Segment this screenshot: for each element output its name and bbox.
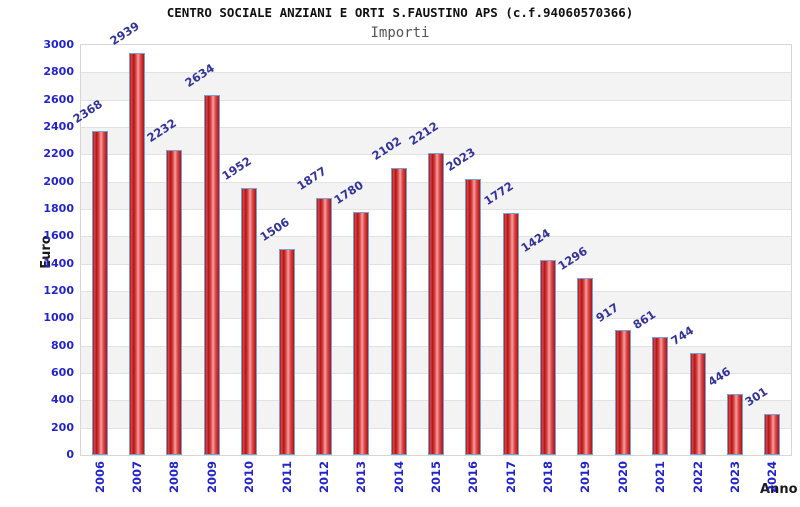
x-tick-label: 2010 <box>242 461 257 494</box>
bar-2007 <box>129 53 146 455</box>
grid-line <box>81 127 791 128</box>
bar-2011 <box>278 249 295 455</box>
x-tick-label: 2021 <box>653 461 668 494</box>
x-tick-label: 2007 <box>130 461 145 494</box>
bar-2017 <box>502 212 519 455</box>
y-tick-label: 2600 <box>43 92 74 106</box>
bar-2018 <box>540 260 557 455</box>
x-tick-label: 2017 <box>503 461 518 494</box>
y-tick-label: 1000 <box>43 311 74 325</box>
x-tick-label: 2018 <box>541 461 556 494</box>
bar-2009 <box>203 95 220 455</box>
chart-subtitle: Importi <box>370 25 430 41</box>
x-tick-label: 2020 <box>615 461 630 494</box>
x-tick-label: 2015 <box>429 461 443 494</box>
grid-line <box>81 72 791 74</box>
y-tick-label: 2400 <box>43 120 74 133</box>
y-tick-label: 2800 <box>43 65 74 79</box>
y-tick-label: 1400 <box>43 256 74 270</box>
bar-2015 <box>428 152 444 455</box>
grid-band <box>81 127 791 155</box>
x-tick-label: 2023 <box>727 461 742 494</box>
grid-band <box>81 72 791 100</box>
bar-2006 <box>91 131 108 455</box>
y-tick-label: 2000 <box>43 174 74 188</box>
y-tick-label: 2200 <box>43 147 74 161</box>
bar-2013 <box>353 211 370 455</box>
x-axis-title: Anno <box>760 482 798 497</box>
bar-2008 <box>166 149 183 455</box>
y-tick-label: 400 <box>51 393 74 407</box>
bar-2014 <box>390 167 407 455</box>
bar-2019 <box>577 277 594 455</box>
y-tick-label: 3000 <box>43 38 74 51</box>
x-tick-label: 2008 <box>167 461 182 494</box>
x-tick-label: 2011 <box>279 461 294 494</box>
bar-2020 <box>614 329 631 455</box>
bar-2022 <box>689 353 706 455</box>
bar-2016 <box>465 178 482 455</box>
y-tick-label: 200 <box>51 420 74 434</box>
bar-2024 <box>764 413 781 455</box>
chart-title: CENTRO SOCIALE ANZIANI E ORTI S.FAUSTINO… <box>166 5 634 20</box>
y-tick-label: 1200 <box>43 284 74 297</box>
y-tick-label: 600 <box>51 366 74 379</box>
y-tick-label: 800 <box>51 338 74 352</box>
x-tick-label: 2006 <box>92 461 107 494</box>
bar-2010 <box>241 188 258 455</box>
x-tick-label: 2012 <box>316 461 331 494</box>
bar-2023 <box>726 394 743 455</box>
bar-2012 <box>315 198 332 455</box>
x-tick-label: 2014 <box>391 461 406 494</box>
bar-2021 <box>652 337 669 455</box>
y-tick-label: 0 <box>66 448 74 461</box>
y-tick-label: 1600 <box>43 229 74 243</box>
x-tick-label: 2022 <box>690 461 705 494</box>
x-tick-label: 2019 <box>578 461 593 494</box>
y-tick-label: 1800 <box>43 202 74 215</box>
grid-line <box>81 99 791 101</box>
x-tick-label: 2024 <box>765 461 780 494</box>
x-tick-label: 2016 <box>466 461 481 494</box>
x-tick-label: 2013 <box>354 461 369 494</box>
x-tick-label: 2009 <box>204 461 219 494</box>
